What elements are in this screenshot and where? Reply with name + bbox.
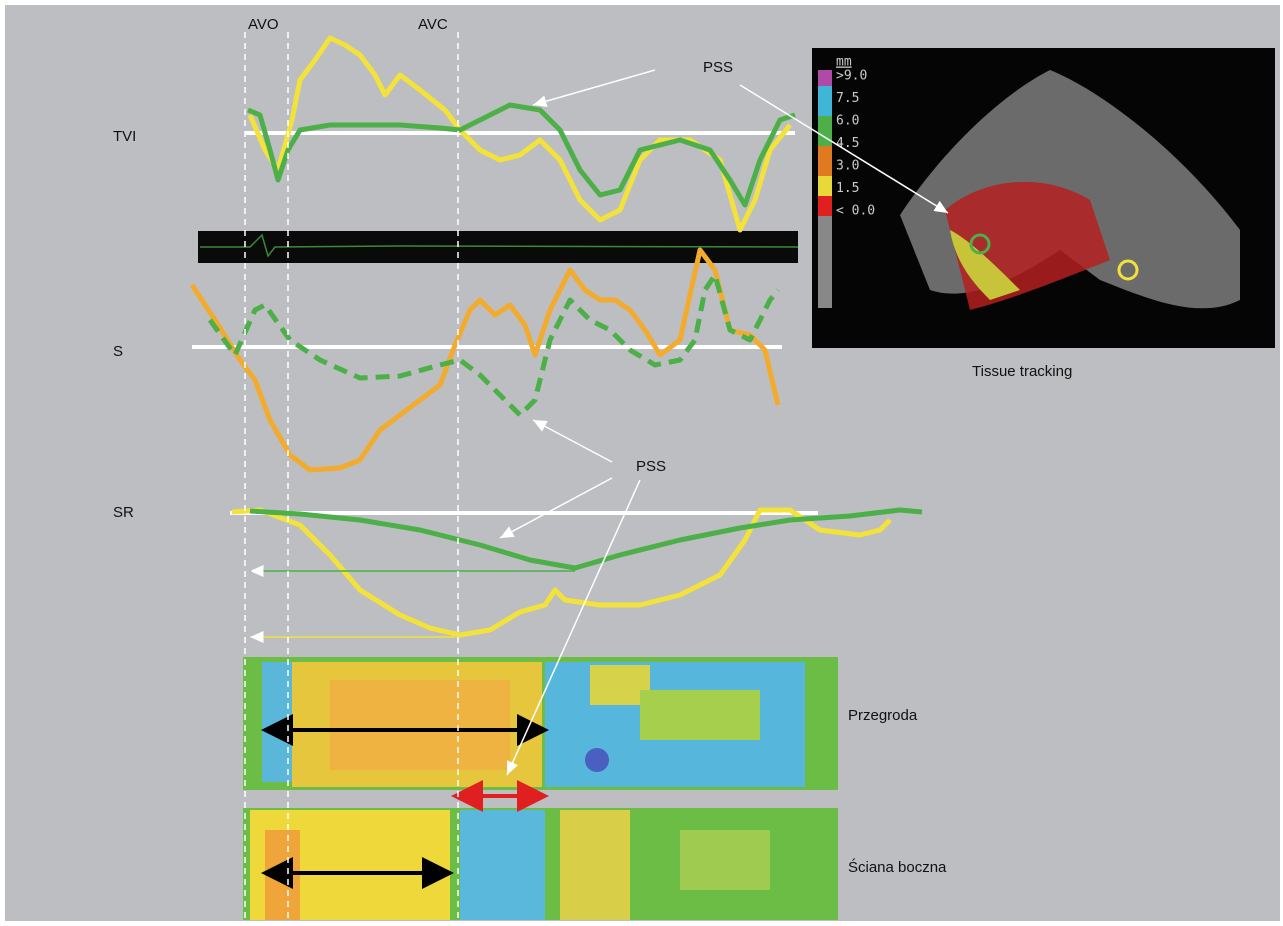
image-caption: Tissue tracking: [972, 363, 1072, 380]
scale-label: 6.0: [836, 114, 859, 129]
row-label: S: [113, 343, 123, 360]
color-scale: [818, 70, 832, 308]
annotation: PSS: [703, 59, 733, 76]
scale-label: >9.0: [836, 69, 867, 84]
figure: mm>9.0 7.5 6.0 4.5 3.0 1.5 < 0.0 AVO AVC TVI S…: [0, 0, 1283, 926]
scale-label: 3.0: [836, 159, 859, 174]
scale-label: 7.5: [836, 91, 859, 106]
scale-label: mm: [836, 55, 852, 70]
heatmap-septum: [243, 657, 838, 790]
map-label: Przegroda: [848, 707, 918, 724]
scale-label: 4.5: [836, 136, 859, 151]
row-label: TVI: [113, 128, 136, 145]
scale-label: < 0.0: [836, 204, 875, 219]
marker-label: AVO: [248, 16, 279, 33]
scale-label: 1.5: [836, 181, 859, 196]
annotation: PSS: [636, 458, 666, 475]
row-label: SR: [113, 504, 134, 521]
heatmap-lateral: [243, 808, 838, 920]
map-label: Ściana boczna: [848, 858, 947, 876]
marker-label: AVC: [418, 16, 448, 33]
